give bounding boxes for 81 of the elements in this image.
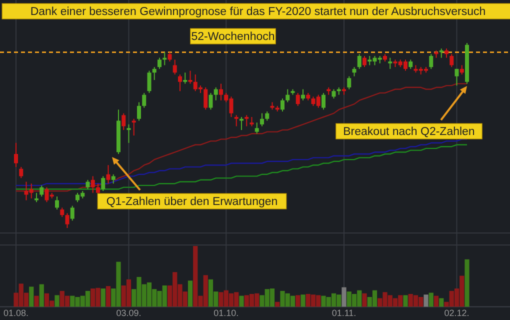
bar [428,292,434,307]
bar [424,294,428,307]
candlestick [322,92,326,110]
candlestick [34,192,38,203]
bar [100,288,106,307]
candlestick [244,114,249,127]
candlestick [362,55,366,68]
candlestick [70,205,74,222]
candlestick [296,92,300,106]
candlestick [265,110,270,122]
candlestick [450,54,454,68]
candlestick [60,207,64,218]
bar [362,293,367,307]
bar [54,295,60,307]
annotation: Breakout nach Q2-Zahlen [343,126,475,138]
candlestick [152,66,156,80]
candlestick [286,88,290,103]
bar [342,287,346,307]
candlestick [19,166,24,179]
candlestick [132,118,136,136]
bar [29,286,34,307]
candlestick [332,88,336,99]
candlestick [14,142,18,168]
candlestick [55,196,59,210]
candlestick [234,114,238,127]
candlestick [183,72,188,84]
candlestick [208,92,213,110]
candlestick [126,124,131,144]
x-tick-label: 01.11. [332,308,356,318]
candlestick [250,116,254,127]
x-tick-label: 01.08. [3,308,29,318]
candlestick [429,54,434,70]
annotation: Q1-Zahlen über den Erwartungen [106,196,278,208]
candlestick [357,54,362,70]
x-tick-label: 03.09. [116,308,142,318]
candlestick [444,48,448,58]
candlestick [40,184,44,198]
candlestick [260,112,264,127]
candlestick [172,59,177,75]
candlestick [460,64,464,75]
x-tick-label: 02.12. [444,308,470,318]
candlestick [204,86,208,110]
candlestick [280,98,284,112]
candlestick [90,176,95,194]
candlestick [352,66,356,77]
candlestick [408,59,413,70]
candlestick [188,70,192,84]
candlestick [142,92,146,108]
candlestick [122,112,126,130]
candlestick [106,164,110,184]
candlestick [219,83,223,101]
candlestick [388,57,392,70]
candlestick [147,70,152,94]
candlestick [178,74,182,92]
bar [403,295,408,307]
candlestick [254,122,259,134]
bar [296,295,300,307]
chart-title: Dank einer besseren Gewinnprognose für das FY-2020 startet nun der Ausbruchsversuch [30,6,486,18]
candlestick [168,52,172,62]
candlestick [439,48,444,58]
candlestick [301,88,305,101]
bar [106,286,111,307]
candlestick [137,102,141,122]
x-tick-label: 01.10. [214,308,239,318]
bar [275,302,280,307]
candlestick [158,57,162,70]
bar [464,259,470,307]
bar [239,296,244,307]
candlestick [214,86,218,101]
bar [39,284,44,307]
bar [300,294,306,307]
bar [34,296,39,307]
candlestick [454,68,459,86]
candlestick [65,212,70,228]
ref-line-label: 52-Wochenhoch [191,31,275,43]
bar [434,296,439,307]
bar [188,280,193,307]
candlestick [101,176,106,192]
candlestick [86,179,90,190]
candlestick [347,76,352,90]
bar [439,298,444,307]
